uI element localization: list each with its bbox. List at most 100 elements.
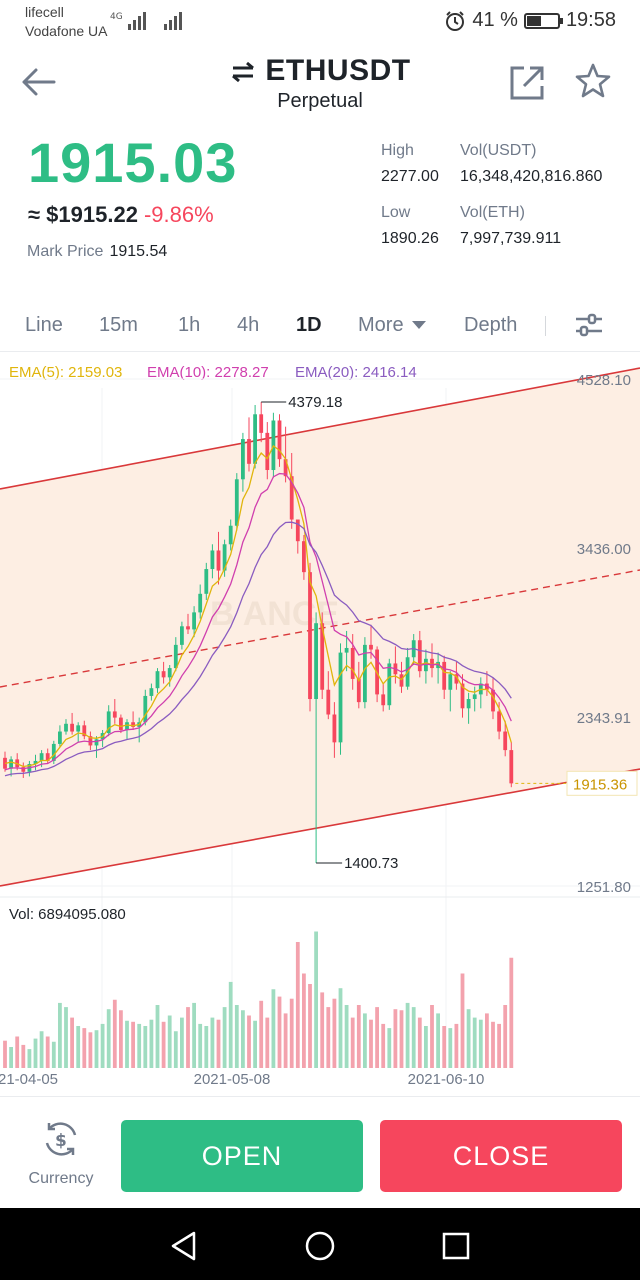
timeframe-tabs: Line 15m 1h 4h 1D More Depth <box>0 300 640 352</box>
volume-bar <box>94 1030 99 1068</box>
candle <box>180 621 184 650</box>
candle <box>283 426 288 483</box>
candle <box>94 736 99 758</box>
tab-more-label: More <box>358 314 404 336</box>
symbol-header[interactable]: ETHUSDT Perpetual <box>0 54 640 113</box>
candle-body <box>320 623 325 690</box>
candle <box>198 584 203 619</box>
candle <box>33 754 38 771</box>
candle-body <box>265 432 270 471</box>
candle-body <box>424 658 428 672</box>
tab-4h[interactable]: 4h <box>237 314 260 336</box>
close-position-button[interactable]: CLOSE <box>380 1120 622 1192</box>
tab-more[interactable]: More <box>358 314 427 337</box>
nav-home-icon[interactable] <box>304 1230 336 1262</box>
candle <box>112 699 117 724</box>
tab-1d[interactable]: 1D <box>296 314 322 336</box>
tab-15m[interactable]: 15m <box>99 314 138 336</box>
nav-back-icon[interactable] <box>168 1230 200 1262</box>
low-value: 1890.26 <box>381 230 439 247</box>
candle-body <box>167 668 172 678</box>
candle <box>247 417 251 472</box>
candle <box>314 612 318 863</box>
tab-line[interactable]: Line <box>25 314 63 336</box>
volume-bar <box>314 931 318 1068</box>
candle <box>21 762 26 778</box>
candle-body <box>314 623 318 700</box>
volume-bar <box>216 1019 221 1068</box>
candle-body <box>472 694 477 700</box>
candle <box>106 705 111 737</box>
volume-bar <box>106 1009 111 1068</box>
vol-usdt-label: Vol(USDT) <box>460 142 537 159</box>
candle <box>76 722 81 743</box>
candle-body <box>33 760 38 765</box>
ema20-line <box>4 521 512 777</box>
currency-button[interactable]: $ Currency <box>18 1119 104 1188</box>
share-icon[interactable] <box>508 64 546 102</box>
volume-bar <box>460 973 465 1068</box>
volume-bar <box>509 957 514 1068</box>
candle <box>131 711 135 730</box>
battery-percent: 41 % <box>472 9 518 31</box>
candle-body <box>228 525 233 545</box>
candle-body <box>332 714 337 743</box>
candle-body <box>369 644 373 650</box>
candle <box>216 531 221 585</box>
volume-bar <box>485 1013 489 1068</box>
favorite-star-icon[interactable] <box>574 62 612 100</box>
candle-body <box>119 717 123 730</box>
candle-body <box>210 550 215 570</box>
candle <box>167 664 172 687</box>
candle-body <box>326 689 331 715</box>
volume-bar <box>332 998 337 1068</box>
volume-bar <box>289 998 294 1068</box>
candle-body <box>253 414 257 464</box>
volume-bar <box>253 1020 257 1068</box>
candle-body <box>82 725 87 737</box>
low-label: Low <box>381 204 411 221</box>
candle <box>448 671 453 712</box>
carrier-name-2: Vodafone UA <box>25 23 108 39</box>
candle <box>192 606 196 638</box>
back-arrow-icon[interactable] <box>18 62 58 102</box>
price-axis-label: 3436.00 <box>577 541 631 558</box>
symbol-name: ETHUSDT <box>265 54 411 87</box>
candle-body <box>70 723 74 732</box>
volume-bar <box>344 1005 349 1068</box>
volume-bar <box>430 1005 434 1068</box>
price-axis-label: 1251.80 <box>577 879 631 896</box>
candle-body <box>106 711 111 734</box>
nav-recents-icon[interactable] <box>440 1230 472 1262</box>
candle-body <box>350 647 355 679</box>
volume-bar <box>234 1005 239 1068</box>
candle-body <box>503 731 508 751</box>
time-axis-label: 21-04-05 <box>0 1071 58 1088</box>
action-bar: $ Currency OPEN CLOSE <box>0 1096 640 1208</box>
open-position-button[interactable]: OPEN <box>121 1120 363 1192</box>
vol-eth-stat: Vol(ETH) 7,997,739.911 <box>460 204 561 248</box>
candle <box>70 712 74 735</box>
volume-bar <box>125 1020 129 1068</box>
candle <box>466 692 471 724</box>
volume-bar <box>265 1017 270 1068</box>
volume-bar <box>45 1036 50 1068</box>
candle <box>82 720 87 740</box>
volume-bar <box>320 992 325 1068</box>
candle <box>399 661 404 693</box>
volume-bar <box>9 1047 13 1068</box>
candle-body <box>9 759 13 769</box>
volume-bar <box>472 1017 477 1068</box>
tab-depth[interactable]: Depth <box>464 314 518 336</box>
volume-bar <box>417 1017 422 1068</box>
candle-body <box>45 753 50 761</box>
tab-divider <box>545 316 546 336</box>
candle <box>186 613 190 635</box>
tab-1h[interactable]: 1h <box>178 314 201 336</box>
volume-bar <box>375 1007 379 1068</box>
chart-settings-icon[interactable] <box>574 312 604 338</box>
candle-body <box>289 476 294 520</box>
candle-body <box>192 612 196 630</box>
volume-bar <box>497 1023 501 1068</box>
